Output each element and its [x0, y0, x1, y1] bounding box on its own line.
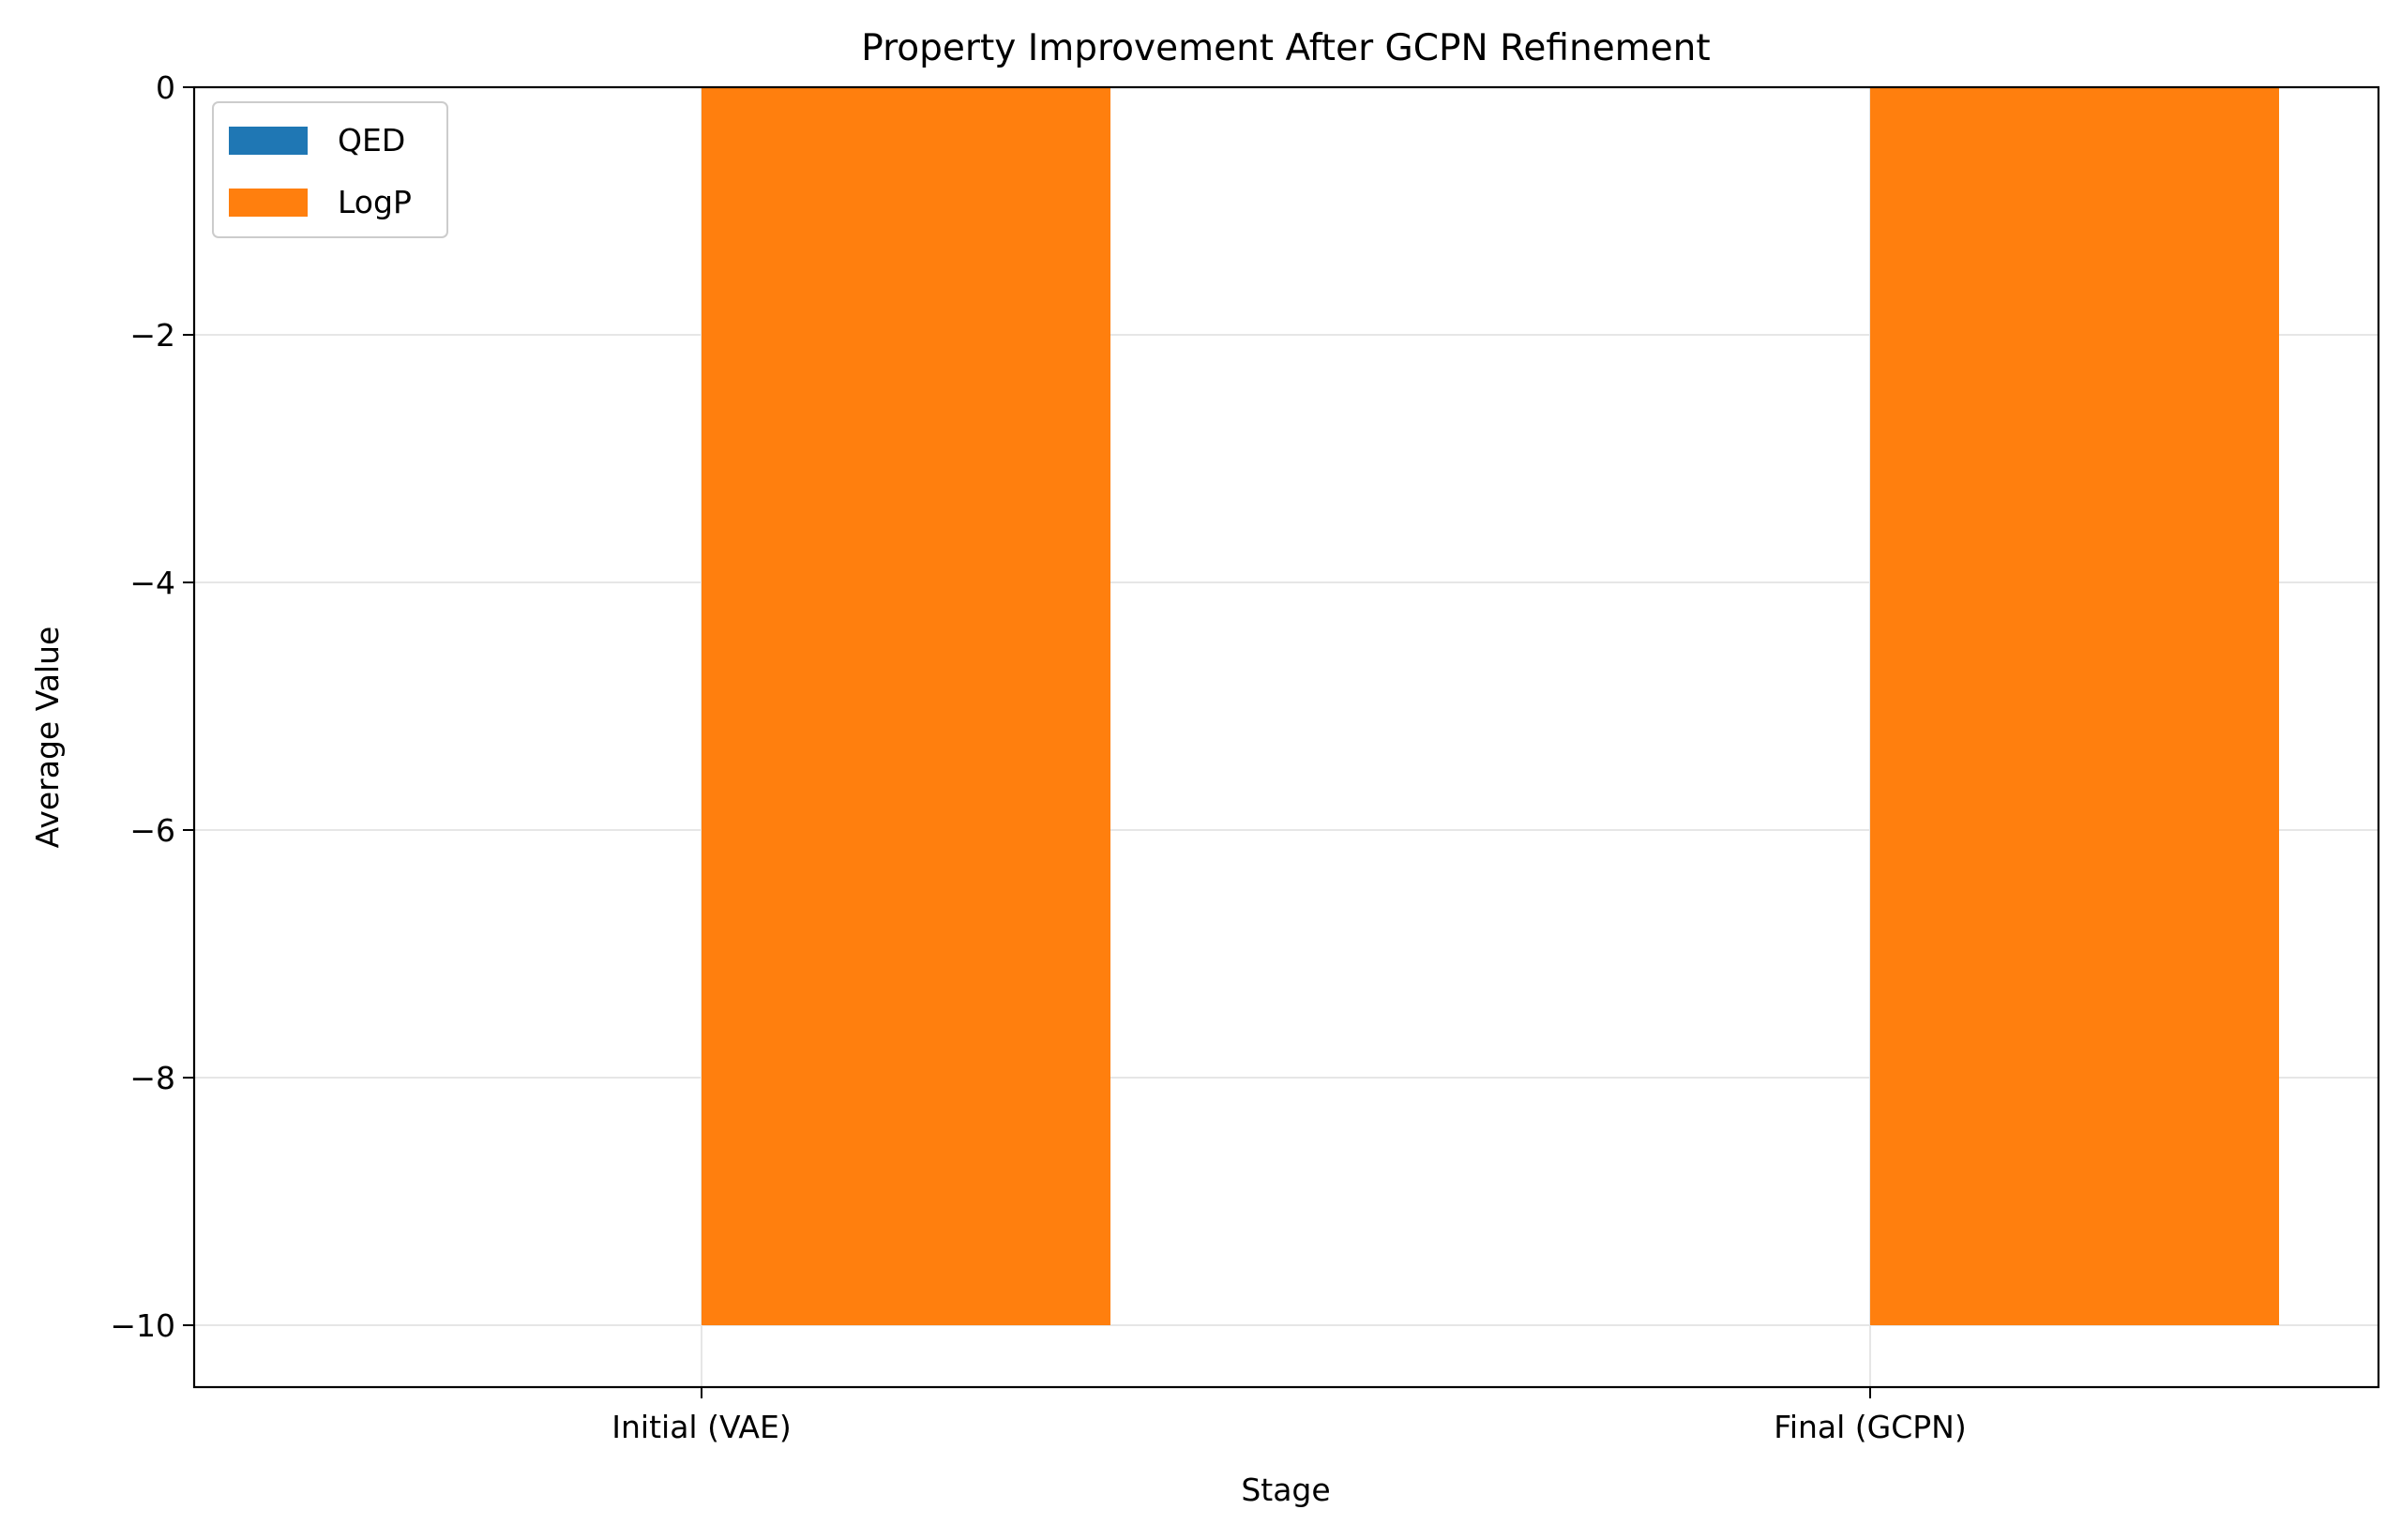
y-tick-label: −8	[129, 1060, 175, 1096]
legend: QED LogP	[212, 101, 448, 238]
x-axis-label: Stage	[1241, 1472, 1330, 1508]
legend-box	[212, 101, 448, 238]
y-tick-label: 0	[156, 69, 175, 106]
y-tick-label: −6	[129, 812, 175, 849]
legend-label-qed: QED	[338, 122, 405, 159]
y-axis-label: Average Value	[29, 627, 66, 849]
bar-logp-0	[702, 87, 1110, 1325]
bars-layer	[702, 87, 2279, 1325]
legend-swatch-qed	[229, 127, 308, 155]
y-tick-label: −10	[110, 1307, 175, 1344]
legend-swatch-logp	[229, 189, 308, 217]
x-tick-label: Initial (VAE)	[612, 1409, 791, 1445]
ticks-layer: 0 −2 −4 −6 −8 −10 Initial (VAE) Final (GCPN)	[110, 69, 1966, 1445]
x-tick-label: Final (GCPN)	[1774, 1409, 1967, 1445]
plot-frame	[192, 85, 2380, 1389]
y-tick-label: −4	[129, 565, 175, 601]
legend-label-logp: LogP	[338, 184, 412, 220]
y-tick-label: −2	[129, 317, 175, 354]
bar-logp-1	[1870, 87, 2279, 1325]
chart-title: Property Improvement After GCPN Refineme…	[861, 27, 1710, 69]
